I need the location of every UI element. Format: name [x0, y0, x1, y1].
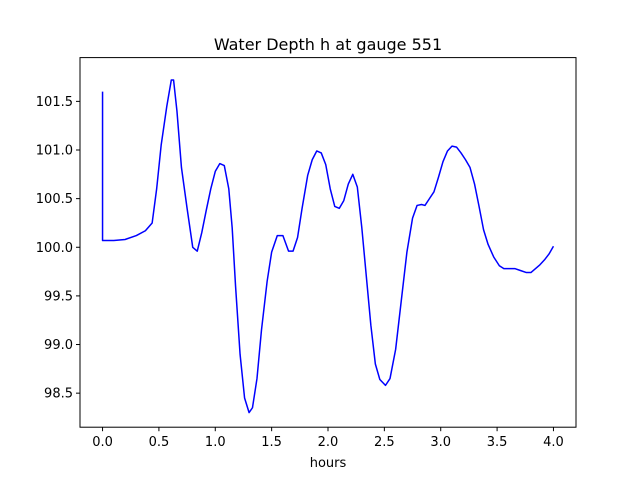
x-tick-label: 1.5 [261, 435, 282, 450]
y-tick-label: 101.0 [36, 144, 73, 159]
x-tick-label: 3.0 [430, 435, 451, 450]
x-axis-label: hours [310, 456, 347, 471]
y-tick-label: 100.0 [36, 241, 73, 256]
x-tick-label: 3.5 [487, 435, 508, 450]
y-axis: 98.5 99.0 99.5 100.0 100.5 101.0 101.5 [36, 95, 80, 402]
y-tick-label: 99.5 [44, 289, 73, 304]
y-tick-label: 99.0 [44, 338, 73, 353]
x-tick-label: 2.5 [374, 435, 395, 450]
x-tick-label: 0.0 [92, 435, 113, 450]
x-tick-label: 2.0 [318, 435, 339, 450]
y-tick-label: 98.5 [44, 387, 73, 402]
y-tick-label: 101.5 [36, 95, 73, 110]
x-tick-label: 1.0 [205, 435, 226, 450]
y-tick-label: 100.5 [36, 192, 73, 207]
plot-area [101, 79, 555, 414]
x-axis: 0.0 0.5 1.0 1.5 2.0 2.5 3.0 3.5 4.0 [92, 427, 564, 450]
x-tick-label: 0.5 [149, 435, 170, 450]
series-line-0 [101, 79, 555, 414]
chart-title: Water Depth h at gauge 551 [214, 35, 442, 54]
axes-frame [79, 57, 577, 428]
x-tick-label: 4.0 [543, 435, 564, 450]
